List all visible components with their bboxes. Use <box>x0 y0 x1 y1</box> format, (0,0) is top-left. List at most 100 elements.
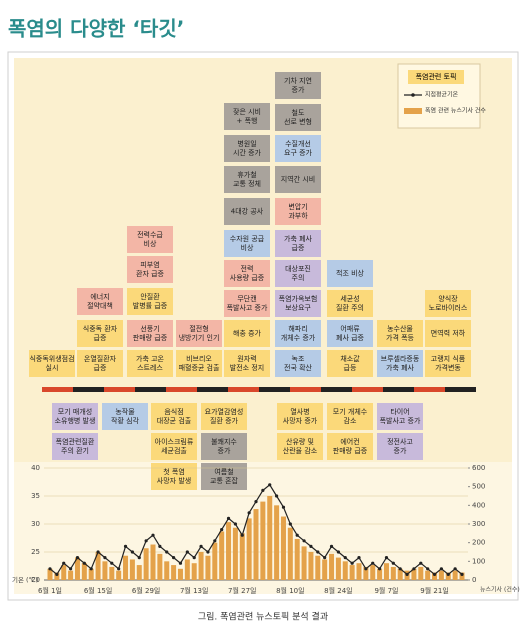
news-bar <box>280 516 286 580</box>
temperature-point <box>343 556 347 560</box>
temperature-point <box>226 516 231 521</box>
topic-box <box>201 463 247 490</box>
topic-text: 고랭지 식품 <box>431 354 466 363</box>
temperature-point <box>192 556 196 560</box>
temperature-point <box>158 544 162 549</box>
topic-text: 비브리오 <box>186 354 212 363</box>
temperature-point <box>69 567 73 571</box>
topic-text: 선로 변형 <box>284 117 312 126</box>
temperature-point <box>281 505 286 509</box>
news-bar <box>411 568 417 580</box>
topic-text: 원자력 <box>237 354 256 363</box>
topic-text: 채소값 <box>340 354 360 363</box>
topic-text: 세균검출 <box>161 446 187 455</box>
y2-tick-label: 0 <box>472 576 476 584</box>
news-bar <box>267 496 273 580</box>
temperature-point <box>323 556 327 560</box>
topic-text: 변압기 <box>288 202 307 211</box>
topic-text: 냉방기기 인기 <box>179 333 220 342</box>
legend-swatch <box>411 93 415 97</box>
temperature-point <box>178 561 183 565</box>
news-bar <box>459 572 465 580</box>
topic-text: 열사병 <box>290 407 309 416</box>
topic-text: 질환 주의 <box>336 303 364 312</box>
temperature-point <box>220 528 224 532</box>
topic-text: 소유행병 발생 <box>55 416 96 425</box>
timeline-segment <box>166 387 197 392</box>
temperature-point <box>130 550 134 554</box>
topic-box <box>425 350 471 377</box>
topic: 잦은 시비+ 폭행 <box>224 103 270 130</box>
x-tick-label: 6월 15일 <box>84 586 112 595</box>
news-bar <box>397 568 403 580</box>
caption: 그림. 폭염관련 뉴스토픽 분석 결과 <box>198 611 328 623</box>
topic-text: 면역력 저하 <box>431 329 466 338</box>
topic-text: 폭발사고 증가 <box>380 416 421 425</box>
news-bar <box>116 570 122 580</box>
timeline-segment <box>104 387 135 392</box>
topic-box <box>275 290 321 317</box>
topic-text: 모기 개체수 <box>333 407 368 416</box>
topic-text: 폭염관련질환 <box>56 437 95 446</box>
topic-text: 비상 <box>144 239 157 248</box>
topic-text: 피부염 <box>140 260 159 269</box>
news-bar <box>212 542 218 580</box>
news-bar <box>287 527 293 580</box>
temperature-point <box>233 522 237 526</box>
temperature-point <box>302 539 306 543</box>
news-bar <box>171 565 177 580</box>
legend-label: 지점평균기온 <box>425 91 459 99</box>
legend-label: 폭염관련 토픽 <box>416 72 457 81</box>
topic-box <box>224 350 270 377</box>
topic-text: 과부하 <box>288 211 308 220</box>
topic-box <box>224 320 270 347</box>
topic-text: 증가 <box>394 446 407 455</box>
temperature-point <box>110 561 114 565</box>
temperature-point <box>405 572 409 577</box>
timeline-segment <box>290 387 321 392</box>
temperature-point <box>144 539 148 543</box>
topic-box <box>275 135 321 162</box>
temperature-point <box>426 567 430 571</box>
topic-text: 가격변동 <box>435 363 461 372</box>
temperature-point <box>350 561 354 565</box>
temperature-point <box>185 550 189 554</box>
topic-box <box>29 350 75 377</box>
topic-text: 대상포진 <box>285 264 311 273</box>
news-bar <box>432 572 438 580</box>
topic-text: 급증 <box>94 364 107 372</box>
news-bar <box>342 561 348 580</box>
temperature-point <box>89 567 93 571</box>
temperature-point <box>439 567 443 571</box>
topic-box <box>224 198 270 225</box>
topic-text: 사용량 급증 <box>230 273 265 282</box>
temperature-point <box>247 511 251 515</box>
topic-text: 아이스크림류 <box>155 437 194 446</box>
news-bar <box>294 538 300 580</box>
news-bar <box>301 546 307 580</box>
news-bar <box>136 565 142 580</box>
news-bar <box>445 572 451 580</box>
topic-box <box>275 72 321 99</box>
topic: 적조 비상 <box>327 260 373 287</box>
news-bar <box>232 527 238 580</box>
topic-box <box>275 230 321 257</box>
news-bar <box>253 509 259 580</box>
topic-text: 지역간 시비 <box>281 175 315 184</box>
topic-text: 선풍기 <box>140 324 159 333</box>
y-axis-label: 기온 (℃) <box>12 575 38 584</box>
timeline-segment <box>321 387 352 392</box>
topic-box <box>275 104 321 131</box>
y2-tick-label: 600 <box>472 464 485 472</box>
